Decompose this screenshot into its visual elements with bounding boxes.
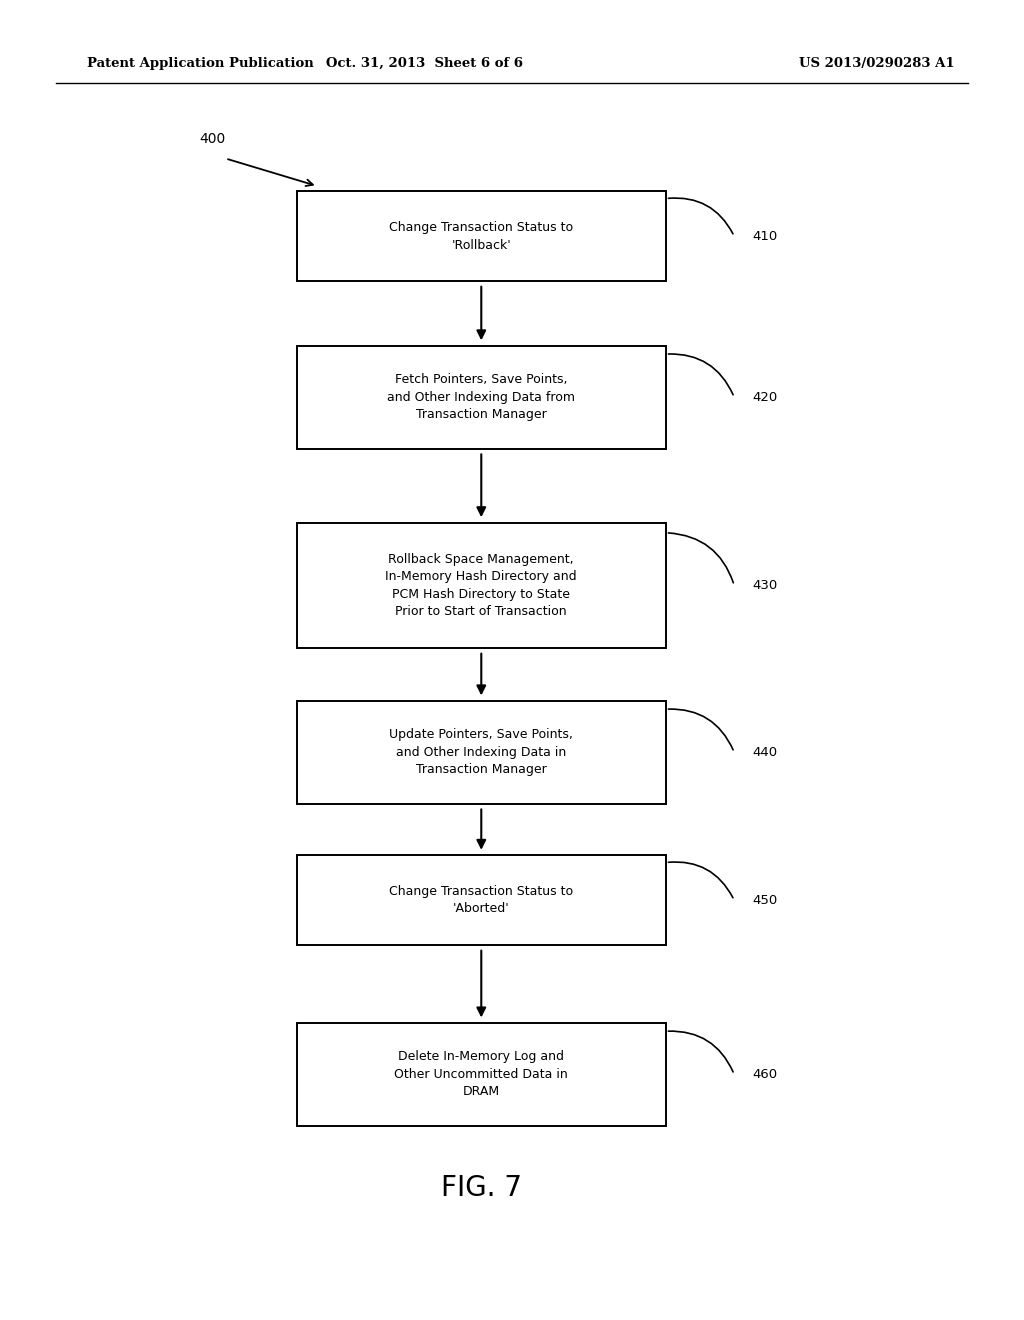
Text: 400: 400 <box>200 132 226 145</box>
FancyBboxPatch shape <box>297 855 666 945</box>
FancyBboxPatch shape <box>297 346 666 449</box>
Text: 460: 460 <box>753 1068 778 1081</box>
Text: 420: 420 <box>753 391 778 404</box>
Text: Rollback Space Management,
In-Memory Hash Directory and
PCM Hash Directory to St: Rollback Space Management, In-Memory Has… <box>385 553 578 618</box>
Text: FIG. 7: FIG. 7 <box>440 1173 522 1203</box>
Text: 450: 450 <box>753 894 778 907</box>
Text: 410: 410 <box>753 230 778 243</box>
FancyBboxPatch shape <box>297 701 666 804</box>
Text: Update Pointers, Save Points,
and Other Indexing Data in
Transaction Manager: Update Pointers, Save Points, and Other … <box>389 729 573 776</box>
Text: 430: 430 <box>753 579 778 591</box>
Text: Delete In-Memory Log and
Other Uncommitted Data in
DRAM: Delete In-Memory Log and Other Uncommitt… <box>394 1051 568 1098</box>
FancyBboxPatch shape <box>297 191 666 281</box>
Text: 440: 440 <box>753 746 778 759</box>
FancyBboxPatch shape <box>297 1023 666 1126</box>
Text: Fetch Pointers, Save Points,
and Other Indexing Data from
Transaction Manager: Fetch Pointers, Save Points, and Other I… <box>387 374 575 421</box>
Text: Change Transaction Status to
'Rollback': Change Transaction Status to 'Rollback' <box>389 220 573 252</box>
FancyBboxPatch shape <box>297 523 666 648</box>
Text: Patent Application Publication: Patent Application Publication <box>87 57 313 70</box>
Text: Oct. 31, 2013  Sheet 6 of 6: Oct. 31, 2013 Sheet 6 of 6 <box>327 57 523 70</box>
Text: Change Transaction Status to
'Aborted': Change Transaction Status to 'Aborted' <box>389 884 573 916</box>
Text: US 2013/0290283 A1: US 2013/0290283 A1 <box>799 57 954 70</box>
